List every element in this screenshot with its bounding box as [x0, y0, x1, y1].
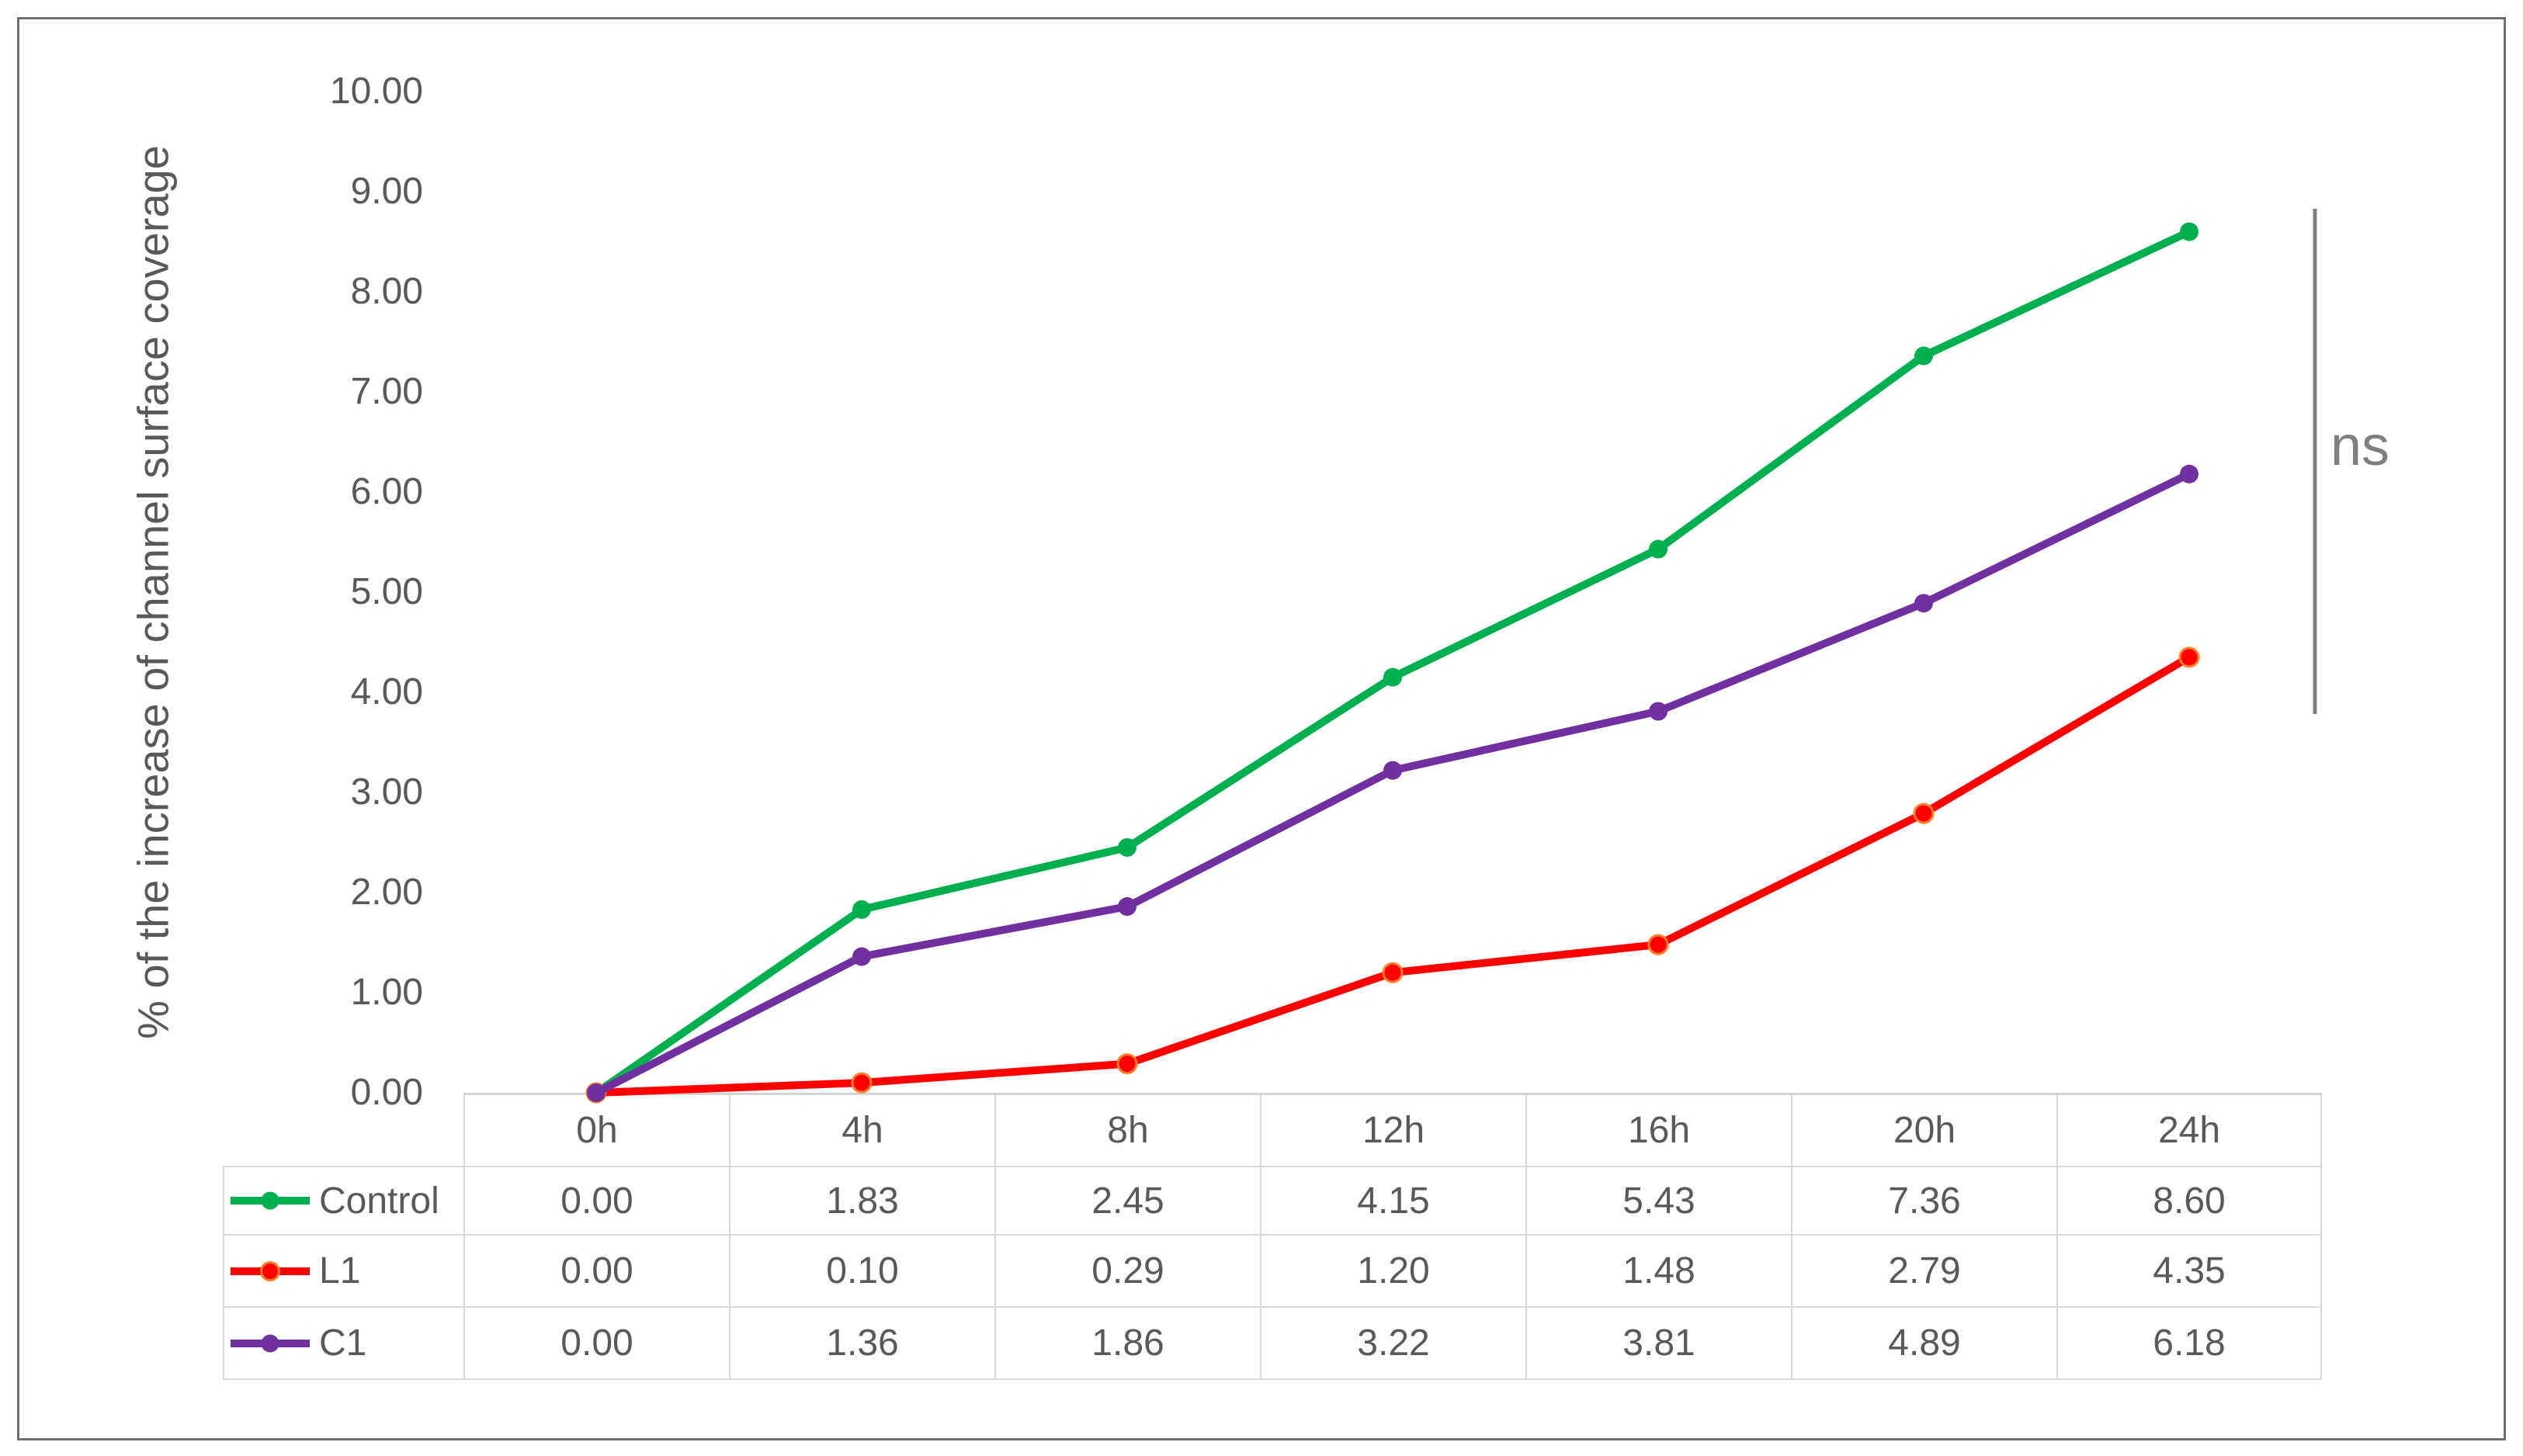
y-axis-title: % of the increase of channel surface cov… — [128, 145, 178, 1039]
table-cell: 8.60 — [2056, 1166, 2322, 1236]
table-row-header-C1: C1 — [223, 1308, 463, 1380]
table-cell: 0.10 — [729, 1236, 994, 1308]
data-point-control-16h — [1649, 539, 1668, 559]
table-cell: 4.89 — [1791, 1308, 2056, 1380]
data-point-c1-16h — [1649, 702, 1668, 721]
y-axis-tick-label: 1.00 — [350, 972, 423, 1013]
legend-label: C1 — [319, 1323, 367, 1364]
series-line-c1 — [592, 470, 2193, 1097]
table-cell: 4.15 — [1260, 1166, 1525, 1236]
table-cell: 0.00 — [463, 1308, 729, 1380]
table-row-header-Control: Control — [223, 1166, 463, 1236]
data-point-c1-4h — [852, 947, 871, 966]
y-axis-tick-label: 10.00 — [329, 71, 423, 112]
column-header-20h: 20h — [1791, 1095, 2056, 1166]
data-point-l1-4h — [851, 1072, 873, 1094]
y-axis-tick-label: 5.00 — [350, 571, 423, 612]
legend-label: Control — [319, 1180, 439, 1222]
data-point-l1-16h — [1647, 934, 1669, 955]
column-header-0h: 0h — [463, 1095, 729, 1166]
series-line-l1 — [592, 653, 2193, 1097]
column-header-16h: 16h — [1525, 1095, 1791, 1166]
data-point-l1-20h — [1913, 803, 1935, 824]
table-cell: 3.22 — [1260, 1308, 1525, 1380]
y-axis-tick-label: 6.00 — [350, 471, 423, 512]
column-header-4h: 4h — [729, 1095, 994, 1166]
table-cell: 1.86 — [994, 1308, 1260, 1380]
data-point-c1-12h — [1383, 761, 1402, 780]
series-line-control — [592, 227, 2193, 1097]
y-axis-tick-label: 9.00 — [350, 171, 423, 212]
ns-annotation-label: ns — [2330, 415, 2390, 477]
column-header-12h: 12h — [1260, 1095, 1525, 1166]
data-point-c1-8h — [1118, 897, 1137, 917]
data-point-control-4h — [852, 900, 871, 919]
legend-key-l1-icon — [231, 1260, 310, 1281]
legend-key-c1-icon — [231, 1334, 310, 1352]
data-point-c1-20h — [1914, 594, 1933, 613]
table-cell: 2.79 — [1791, 1236, 2056, 1308]
y-axis-tick-label: 8.00 — [350, 271, 423, 312]
legend-key-control-icon — [231, 1191, 310, 1210]
y-axis-tick-label: 2.00 — [350, 872, 423, 913]
table-cell: 3.81 — [1525, 1308, 1791, 1380]
data-point-control-20h — [1914, 346, 1933, 366]
table-cell: 1.20 — [1260, 1236, 1525, 1308]
data-table-header-row: 0h 4h 8h 12h 16h 20h 24h — [463, 1093, 2322, 1166]
data-point-l1-12h — [1382, 962, 1404, 983]
data-point-control-12h — [1383, 667, 1402, 687]
data-point-l1-8h — [1116, 1053, 1138, 1075]
table-cell: 1.48 — [1525, 1236, 1791, 1308]
data-point-control-8h — [1118, 837, 1137, 857]
column-header-8h: 8h — [994, 1095, 1260, 1166]
table-cell: 0.00 — [463, 1236, 729, 1308]
y-axis-tick-label: 0.00 — [350, 1072, 423, 1113]
y-axis-tick-label: 7.00 — [350, 371, 423, 412]
y-axis-tick-label: 3.00 — [350, 771, 423, 813]
data-table: Control 0.00 1.83 2.45 4.15 5.43 7.36 8.60 L1 0.0… — [223, 1166, 2322, 1380]
table-cell: 2.45 — [994, 1166, 1260, 1236]
data-point-c1-24h — [2180, 464, 2199, 484]
table-cell: 0.00 — [463, 1166, 729, 1236]
table-cell: 5.43 — [1525, 1166, 1791, 1236]
data-point-control-24h — [2180, 222, 2199, 241]
table-cell: 1.83 — [729, 1166, 994, 1236]
table-cell: 6.18 — [2056, 1308, 2322, 1380]
table-cell: 7.36 — [1791, 1166, 2056, 1236]
y-axis-tick-label: 4.00 — [350, 671, 423, 712]
table-cell: 4.35 — [2056, 1236, 2322, 1308]
table-cell: 1.36 — [729, 1308, 994, 1380]
data-point-l1-24h — [2178, 647, 2200, 668]
legend-label: L1 — [319, 1250, 361, 1291]
column-header-24h: 24h — [2056, 1095, 2322, 1166]
table-cell: 0.29 — [994, 1236, 1260, 1308]
table-row-header-L1: L1 — [223, 1236, 463, 1308]
